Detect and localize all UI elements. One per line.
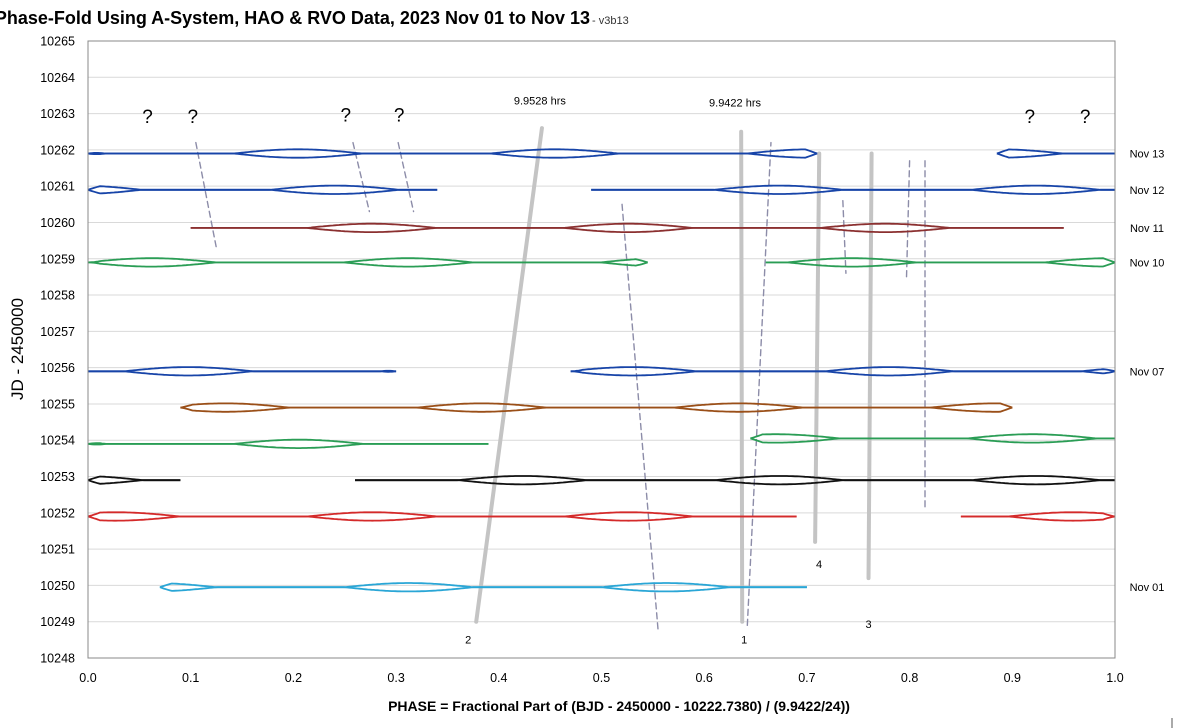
y-tick-label: 10249 xyxy=(40,615,75,629)
x-tick-label: 0.7 xyxy=(798,671,815,685)
x-tick-label: 0.1 xyxy=(182,671,199,685)
question-mark: ? xyxy=(1080,107,1091,128)
y-tick-label: 10250 xyxy=(40,579,75,593)
question-mark: ? xyxy=(394,105,405,126)
series-trace xyxy=(355,475,1115,482)
trend-line-3 xyxy=(866,151,874,581)
series-trace xyxy=(960,515,1116,522)
y-tick-label: 10258 xyxy=(40,289,75,303)
period-annotation: 9.9528 hrs xyxy=(514,96,566,108)
dashed-guide-line xyxy=(905,160,911,278)
y-axis-ticks: 10248 10249 10250 10251 10252 10253 10254 10255… xyxy=(40,35,75,666)
series-trace xyxy=(88,370,397,377)
series-trace xyxy=(570,370,1116,377)
y-tick-label: 10257 xyxy=(40,325,75,339)
x-axis-ticks: 0.0 0.1 0.2 0.3 0.4 0.5 0.6 0.7 0.8 0.9 1.0 xyxy=(79,671,1123,685)
series-traces xyxy=(87,148,1116,593)
series-trace xyxy=(87,188,438,195)
y-tick-label: 10254 xyxy=(40,434,75,448)
trend-labels: 2 1 4 3 xyxy=(465,559,871,647)
x-tick-label: 0.5 xyxy=(593,671,610,685)
x-tick-label: 0.8 xyxy=(901,671,918,685)
period-annotation: 9.9422 hrs xyxy=(709,97,761,109)
trend-label: 3 xyxy=(865,619,871,631)
y-tick-label: 10263 xyxy=(40,107,75,121)
plot-frame xyxy=(87,40,1116,659)
series-trace xyxy=(591,188,1115,195)
series-trace xyxy=(765,261,1116,268)
y-tick-label: 10251 xyxy=(40,543,75,557)
y-tick-label: 10265 xyxy=(40,35,75,49)
question-mark: ? xyxy=(340,105,351,126)
trend-label: 4 xyxy=(816,559,822,571)
x-axis-title: PHASE = Fractional Part of (BJD - 245000… xyxy=(388,698,850,714)
night-label: Nov 11 xyxy=(1130,223,1164,235)
series-trace xyxy=(87,479,181,485)
series-trace xyxy=(750,437,1115,444)
series-trace xyxy=(190,227,1064,233)
y-tick-label: 10262 xyxy=(40,143,75,157)
night-label: Nov 10 xyxy=(1130,257,1165,269)
series-trace xyxy=(87,152,818,159)
x-tick-label: 0.4 xyxy=(490,671,507,685)
series-trace xyxy=(190,222,1064,229)
x-tick-label: 0.9 xyxy=(1004,671,1021,685)
series-trace xyxy=(87,515,797,522)
gridlines xyxy=(88,40,1115,659)
trend-label: 2 xyxy=(465,635,471,647)
dashed-guide-line xyxy=(195,141,218,249)
night-label: Nov 07 xyxy=(1130,366,1165,378)
annotation-box xyxy=(697,93,774,112)
annotations: 9.9528 hrs 9.9422 hrs?????? xyxy=(142,91,1173,728)
x-tick-label: 0.3 xyxy=(387,671,404,685)
night-label: Nov 12 xyxy=(1130,185,1165,197)
y-axis-title: JD - 2450000 xyxy=(8,298,27,400)
series-trace xyxy=(996,152,1115,159)
series-trace xyxy=(159,586,807,593)
y-tick-label: 10248 xyxy=(40,652,75,666)
trend-lines xyxy=(195,126,926,630)
y-tick-label: 10255 xyxy=(40,397,75,411)
dashed-guide-line xyxy=(621,203,659,630)
y-tick-label: 10264 xyxy=(40,71,75,85)
x-tick-label: 0.6 xyxy=(696,671,713,685)
dashed-guide-line xyxy=(842,199,847,274)
x-tick-label: 1.0 xyxy=(1106,671,1123,685)
night-label: Nov 01 xyxy=(1130,582,1165,594)
x-tick-label: 0.0 xyxy=(79,671,96,685)
question-mark: ? xyxy=(1024,107,1035,128)
trend-line-2 xyxy=(474,126,544,624)
series-trace xyxy=(88,261,648,268)
question-mark: ? xyxy=(187,107,198,128)
chart-subtitle: - v3b13 xyxy=(592,15,629,27)
chart-title: J0328-1219, Phase-Fold Using A-System, H… xyxy=(0,8,590,28)
dashed-guide-line xyxy=(746,141,772,627)
annotation-box xyxy=(501,91,578,110)
x-tick-label: 0.2 xyxy=(285,671,302,685)
y-tick-label: 10256 xyxy=(40,361,75,375)
question-mark: ? xyxy=(142,107,153,128)
series-trace xyxy=(355,479,1115,486)
y-tick-label: 10260 xyxy=(40,216,75,230)
y-tick-label: 10252 xyxy=(40,506,75,520)
night-label: Nov 13 xyxy=(1130,149,1165,161)
trend-label: 1 xyxy=(741,635,747,647)
y-tick-label: 10259 xyxy=(40,252,75,266)
y-tick-label: 10253 xyxy=(40,470,75,484)
series-trace xyxy=(180,406,1013,413)
y-tick-label: 10261 xyxy=(40,180,75,194)
series-trace xyxy=(87,443,489,449)
night-labels: Nov 01 Nov 07 Nov 10 Nov 11 Nov 12 Nov 13 xyxy=(1130,149,1165,595)
trend-line-1 xyxy=(739,129,745,624)
